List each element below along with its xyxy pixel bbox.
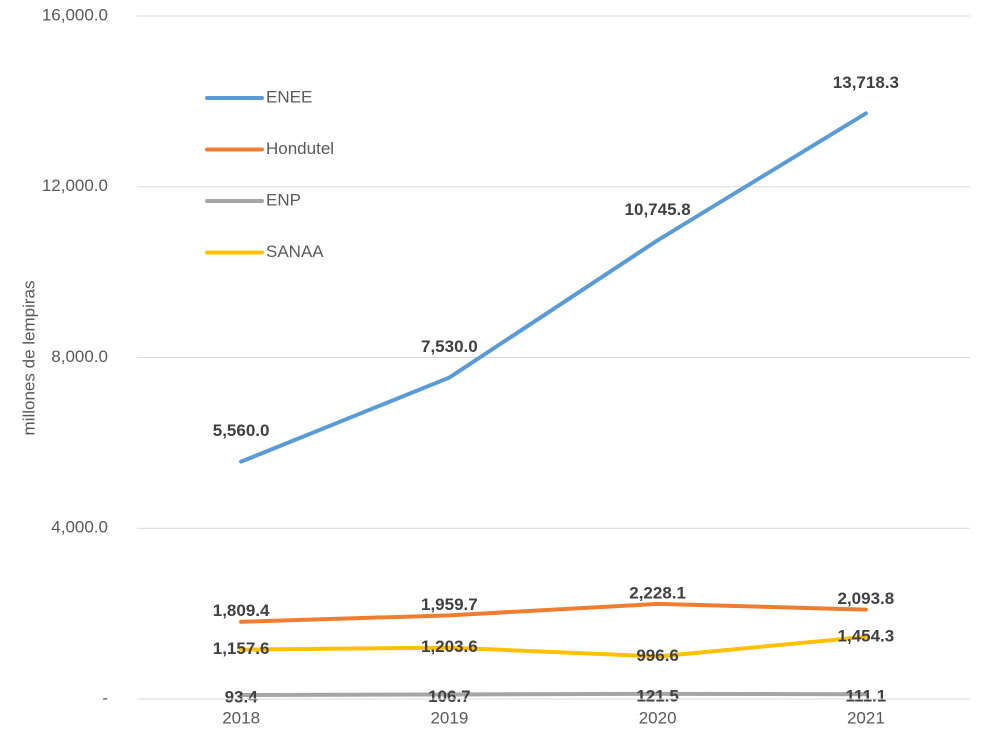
- legend-label: ENEE: [266, 87, 312, 106]
- data-label: 996.6: [636, 646, 679, 665]
- y-tick-label: 16,000.0: [42, 5, 108, 24]
- x-tick-label: 2020: [639, 708, 677, 727]
- data-label: 1,809.4: [213, 601, 270, 620]
- data-label: 111.1: [846, 687, 887, 706]
- y-tick-label: -: [102, 688, 108, 707]
- line-series: [239, 111, 868, 464]
- y-tick-label: 12,000.0: [42, 176, 108, 195]
- legend-label: ENP: [266, 190, 301, 209]
- y-axis-label: millones de lempiras: [19, 281, 38, 436]
- data-label: 10,745.8: [625, 200, 691, 219]
- data-label: 1,959.7: [421, 595, 478, 614]
- legend-label: Hondutel: [266, 139, 334, 158]
- data-label: 2,093.8: [838, 589, 895, 608]
- data-label: 13,718.3: [833, 73, 899, 92]
- data-label: 1,203.6: [421, 637, 478, 656]
- data-label: 93.4: [225, 687, 259, 706]
- data-label: 7,530.0: [421, 337, 478, 356]
- y-tick-label: 4,000.0: [51, 518, 108, 537]
- line-series: [239, 634, 868, 659]
- x-tick-label: 2019: [430, 708, 468, 727]
- x-tick-label: 2018: [222, 708, 260, 727]
- y-tick-label: 8,000.0: [51, 347, 108, 366]
- line-series: [239, 601, 868, 624]
- data-label: 1,454.3: [838, 626, 895, 645]
- data-label: 2,228.1: [629, 583, 686, 602]
- x-tick-label: 2021: [847, 708, 885, 727]
- line-series: [239, 691, 868, 698]
- data-label: 121.5: [636, 686, 679, 705]
- data-label: 1,157.6: [213, 639, 270, 658]
- data-label: 5,560.0: [213, 421, 270, 440]
- data-label: 106.7: [428, 687, 471, 706]
- legend-label: SANAA: [266, 242, 324, 261]
